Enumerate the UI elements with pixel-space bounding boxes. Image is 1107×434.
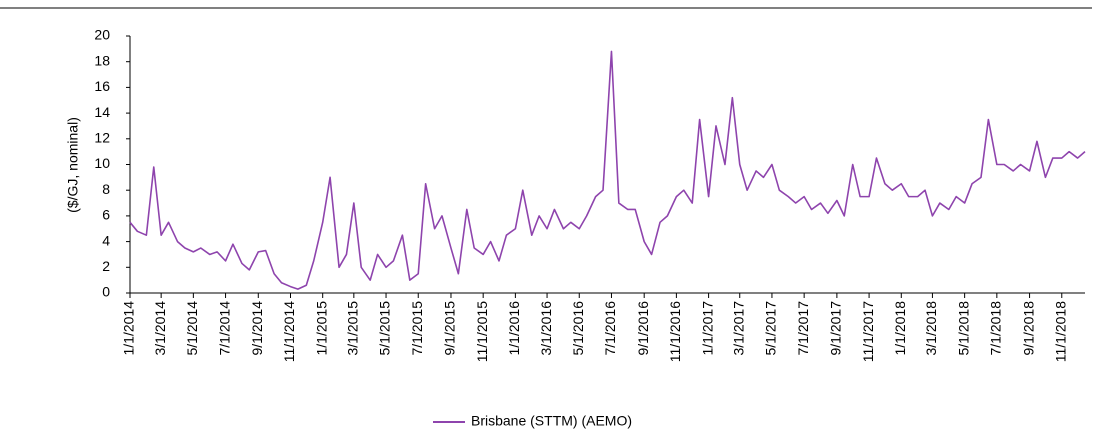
x-tick-label: 1/1/2015 (313, 301, 329, 356)
y-tick-label: 18 (94, 52, 110, 68)
x-tick-label: 7/1/2018 (988, 301, 1004, 356)
x-tick-label: 3/1/2018 (923, 301, 939, 356)
x-tick-label: 5/1/2017 (763, 301, 779, 356)
x-tick-label: 7/1/2015 (409, 301, 425, 356)
x-tick-label: 7/1/2014 (216, 301, 232, 356)
legend-label: Brisbane (STTM) (AEMO) (471, 413, 632, 429)
x-tick-label: 9/1/2016 (635, 301, 651, 356)
x-tick-label: 5/1/2018 (955, 301, 971, 356)
x-tick-label: 3/1/2016 (538, 301, 554, 356)
x-tick-label: 7/1/2017 (795, 301, 811, 356)
y-tick-label: 14 (94, 104, 110, 120)
x-tick-label: 1/1/2017 (699, 301, 715, 356)
x-tick-label: 7/1/2016 (602, 301, 618, 356)
x-tick-label: 1/1/2014 (121, 301, 137, 356)
x-tick-label: 11/1/2015 (474, 301, 490, 362)
x-tick-label: 11/1/2017 (860, 301, 876, 362)
x-tick-label: 9/1/2018 (1020, 301, 1036, 356)
y-tick-label: 8 (102, 181, 110, 197)
y-tick-label: 2 (102, 258, 110, 274)
y-tick-label: 12 (94, 130, 110, 146)
x-tick-label: 9/1/2015 (442, 301, 458, 356)
x-tick-label: 5/1/2015 (377, 301, 393, 356)
x-tick-label: 1/1/2018 (892, 301, 908, 356)
y-axis-label: ($/GJ, nominal) (65, 117, 81, 213)
x-tick-label: 5/1/2016 (570, 301, 586, 356)
x-tick-label: 11/1/2016 (667, 301, 683, 362)
x-tick-label: 3/1/2015 (345, 301, 361, 356)
x-tick-label: 9/1/2014 (249, 301, 265, 356)
x-tick-label: 11/1/2014 (281, 301, 297, 362)
x-tick-label: 3/1/2017 (730, 301, 746, 356)
y-tick-label: 10 (94, 155, 110, 171)
x-tick-label: 5/1/2014 (184, 301, 200, 356)
y-tick-label: 4 (102, 232, 110, 248)
y-tick-label: 0 (102, 284, 110, 300)
x-tick-label: 9/1/2017 (828, 301, 844, 356)
x-tick-label: 3/1/2014 (152, 301, 168, 356)
series-line (129, 50, 1086, 290)
y-tick-label: 16 (94, 78, 110, 94)
x-tick-label: 11/1/2018 (1052, 301, 1068, 362)
y-tick-label: 20 (94, 27, 110, 43)
y-tick-label: 6 (102, 207, 110, 223)
x-tick-label: 1/1/2016 (506, 301, 522, 356)
